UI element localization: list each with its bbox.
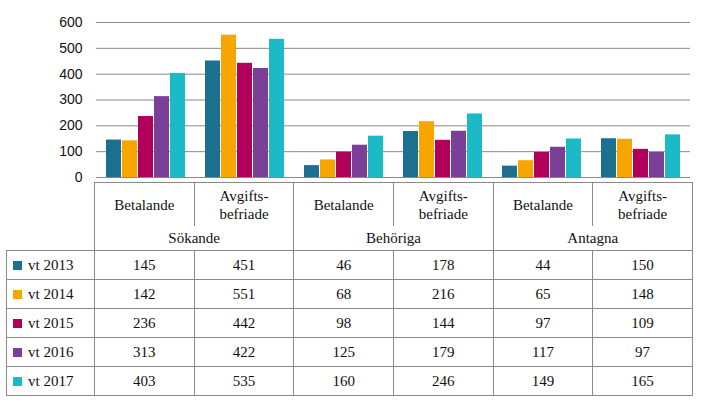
html-text:551: 551	[232, 285, 256, 302]
svg-text:200: 200	[59, 117, 83, 133]
html-text:97: 97	[635, 343, 651, 360]
html-text:403: 403	[133, 372, 156, 389]
html-text:246: 246	[432, 372, 455, 389]
html-text:149: 149	[531, 372, 555, 389]
html-text:Avgifts-: Avgifts-	[418, 187, 468, 204]
html-text:Betalande: Betalande	[513, 196, 573, 213]
html-text:44: 44	[535, 256, 551, 273]
html-text:165: 165	[631, 372, 654, 389]
html-text:236: 236	[133, 314, 156, 331]
html-text:befriade: befriade	[618, 205, 668, 222]
html-text:422: 422	[232, 343, 256, 360]
html-text:vt 2013: vt 2013	[28, 256, 74, 273]
svg-text:500: 500	[59, 40, 83, 56]
html-text:125: 125	[332, 343, 355, 360]
svg-text:0: 0	[75, 169, 83, 182]
html-text:65: 65	[535, 285, 551, 302]
html-text:befriade: befriade	[418, 205, 468, 222]
svg-text:600: 600	[59, 14, 83, 30]
html-text:535: 535	[232, 372, 256, 389]
html-text:144: 144	[432, 314, 455, 331]
html-text:142: 142	[133, 285, 156, 302]
html-text:vt 2015: vt 2015	[28, 314, 74, 331]
html-text:179: 179	[432, 343, 455, 360]
html-text:vt 2016: vt 2016	[28, 343, 74, 360]
html-text:Behöriga: Behöriga	[366, 229, 421, 246]
svg-text:300: 300	[59, 91, 83, 107]
html-text:Avgifts-: Avgifts-	[618, 187, 667, 204]
html-text:148: 148	[631, 285, 654, 302]
html-text:Antagna: Antagna	[567, 229, 619, 246]
html-text:46: 46	[336, 256, 352, 273]
html-text:313: 313	[133, 343, 156, 360]
html-text:Sökande: Sökande	[168, 229, 220, 246]
html-text:109: 109	[631, 314, 654, 331]
html-text:178: 178	[432, 256, 455, 273]
html-text:Betalande: Betalande	[114, 196, 175, 213]
html-text:451: 451	[232, 256, 256, 273]
html-text:117: 117	[532, 343, 554, 360]
html-text:145: 145	[133, 256, 156, 273]
html-text:97: 97	[535, 314, 551, 331]
html-text:98: 98	[336, 314, 352, 331]
html-text:160: 160	[332, 372, 355, 389]
html-text:216: 216	[432, 285, 455, 302]
svg-text:400: 400	[59, 66, 83, 82]
svg-text:100: 100	[59, 143, 83, 159]
html-text:vt 2017: vt 2017	[28, 372, 74, 389]
html-text:befriade: befriade	[219, 205, 269, 222]
html-text:68: 68	[336, 285, 352, 302]
html-text:Betalande: Betalande	[313, 196, 374, 213]
html-text:150: 150	[631, 256, 654, 273]
html-text:Avgifts-: Avgifts-	[219, 187, 269, 204]
html-text:442: 442	[232, 314, 256, 331]
html-text:vt 2014: vt 2014	[28, 285, 74, 302]
